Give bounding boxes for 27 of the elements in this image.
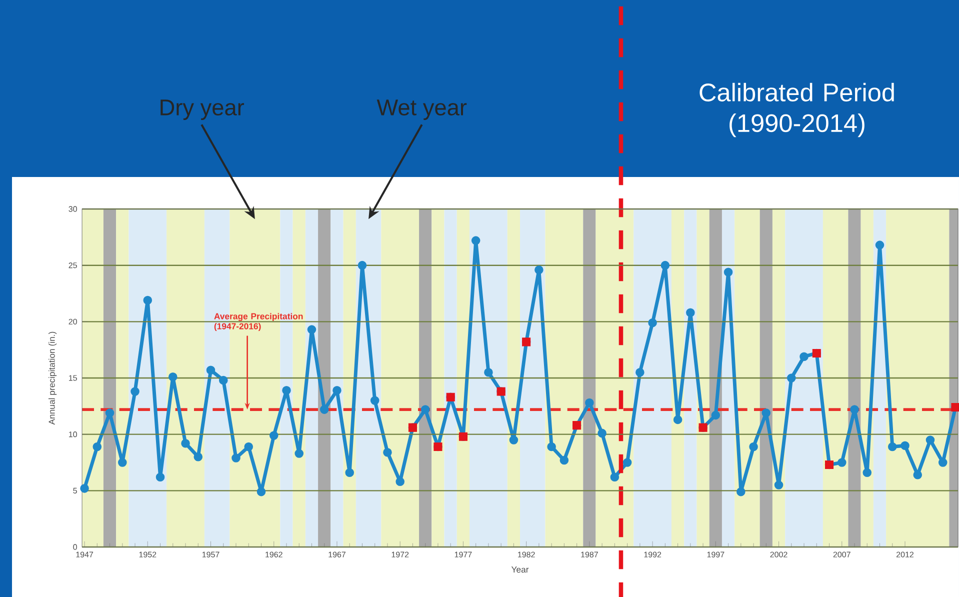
x-tick-label: 1962 (266, 552, 282, 558)
y-tick-label: 15 (69, 375, 77, 381)
y-tick-label: 25 (68, 262, 77, 268)
x-axis-title: Year (511, 566, 529, 573)
band-label: Wet year (376, 100, 467, 120)
text: Calibrated Period (1990-2014) (700, 82, 894, 138)
x-tick-label: 1982 (518, 552, 535, 558)
x-tick-label: 1947 (76, 552, 94, 558)
y-tick-label: 10 (69, 432, 77, 438)
y-tick-label: 0 (73, 544, 77, 550)
x-tick-label: 1977 (454, 552, 472, 558)
x-tick-label: 2012 (896, 552, 914, 558)
x-tick-label: 1952 (139, 552, 156, 558)
x-tick-label: 1967 (328, 552, 346, 558)
x-tick-label: 1997 (707, 552, 724, 558)
x-tick-label: 1992 (644, 552, 662, 558)
x-tick-label: 1957 (202, 552, 220, 558)
y-tick-label: 30 (68, 206, 77, 212)
x-tick-label: 2007 (833, 552, 850, 558)
ref-line-label: Average Precipitation (1947-2016) (214, 312, 303, 332)
y-tick-label: 5 (73, 488, 77, 494)
x-tick-label: 1972 (392, 552, 409, 558)
y-axis-title: Annual precipitation (in.) (48, 332, 57, 425)
y-tick-label: 20 (68, 318, 77, 325)
band-label: Dry year (160, 100, 244, 120)
x-tick-label: 1987 (581, 552, 598, 558)
x-tick-label: 2002 (770, 552, 788, 558)
